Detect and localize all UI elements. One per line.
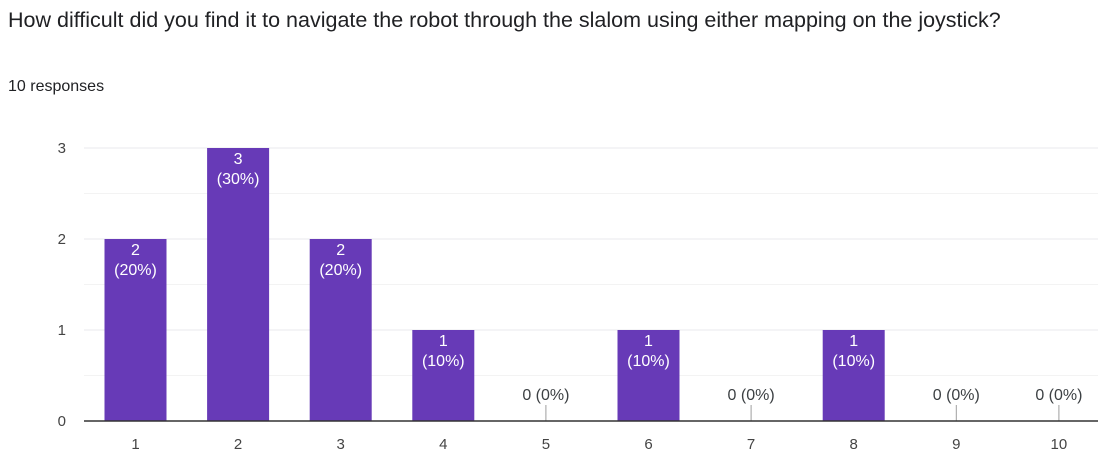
bar-data-label: 0 (0%) [933, 387, 980, 404]
y-tick-label: 0 [58, 413, 66, 430]
bar-data-label: (30%) [217, 171, 260, 188]
bar [822, 330, 885, 421]
x-tick-label: 3 [337, 436, 345, 453]
y-axis-ticks: 0 1 2 3 [58, 140, 66, 430]
bar-data-label: 1 [849, 333, 858, 350]
bar [207, 148, 270, 421]
question-title: How difficult did you find it to navigat… [8, 8, 1001, 32]
bar-data-label: (20%) [319, 262, 362, 279]
bar-data-label: 2 [131, 242, 140, 259]
data-labels: 2 (20%) 3 (30%) 2 (20%) 1 (10%) 0 (0%) 1 (10%) 0 (0… [114, 151, 1082, 421]
bar-data-label: 3 [234, 151, 243, 168]
x-axis-ticks: 1 2 3 4 5 6 7 8 9 10 [131, 436, 1067, 453]
response-count: 10 responses [8, 78, 105, 95]
bar-data-label: (10%) [832, 353, 875, 370]
bar-data-label: 2 [336, 242, 345, 259]
bar-data-label: 1 [439, 333, 448, 350]
x-tick-label: 5 [542, 436, 550, 453]
x-tick-label: 9 [952, 436, 960, 453]
bar-data-label: 0 (0%) [728, 387, 775, 404]
bar-data-label: (10%) [627, 353, 670, 370]
x-tick-label: 6 [644, 436, 652, 453]
y-tick-label: 3 [58, 140, 66, 157]
y-tick-label: 1 [58, 322, 66, 339]
bar-data-label: (10%) [422, 353, 465, 370]
x-tick-label: 4 [439, 436, 447, 453]
bars [104, 148, 885, 421]
bar [412, 330, 475, 421]
bar-data-label: 1 [644, 333, 653, 350]
x-tick-label: 2 [234, 436, 242, 453]
bar-data-label: (20%) [114, 262, 157, 279]
x-tick-label: 1 [131, 436, 139, 453]
x-tick-label: 8 [850, 436, 858, 453]
x-tick-label: 10 [1051, 436, 1068, 453]
bar-data-label: 0 (0%) [522, 387, 569, 404]
bar [104, 239, 167, 421]
bar [617, 330, 680, 421]
bar-data-label: 0 (0%) [1035, 387, 1082, 404]
bar [309, 239, 372, 421]
y-tick-label: 2 [58, 231, 66, 248]
x-tick-label: 7 [747, 436, 755, 453]
